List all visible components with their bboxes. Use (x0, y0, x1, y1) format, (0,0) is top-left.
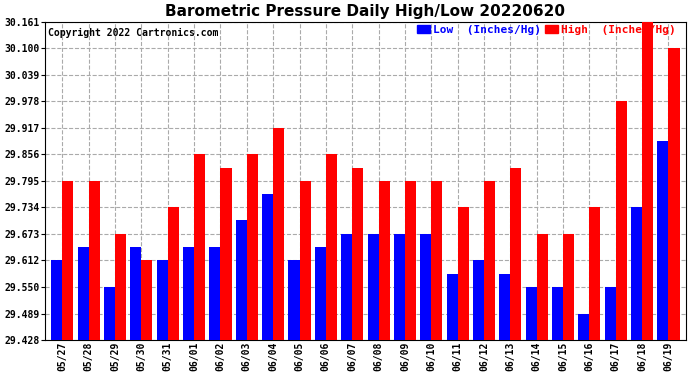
Bar (500, 274, 511, 340)
Bar (526, 287, 537, 340)
Bar (511, 168, 522, 340)
Bar (368, 234, 379, 340)
Bar (194, 154, 205, 340)
Bar (552, 287, 563, 340)
Bar (473, 260, 484, 340)
Bar (104, 287, 115, 340)
Bar (77, 247, 89, 340)
Bar (51, 260, 62, 340)
Bar (62, 181, 73, 340)
Bar (658, 141, 669, 340)
Bar (669, 48, 680, 340)
Bar (431, 181, 442, 340)
Bar (288, 260, 299, 340)
Bar (247, 154, 258, 340)
Bar (379, 181, 390, 340)
Bar (299, 181, 310, 340)
Bar (183, 247, 194, 340)
Bar (642, 22, 653, 340)
Bar (209, 247, 220, 340)
Bar (115, 234, 126, 340)
Bar (446, 274, 457, 340)
Bar (89, 181, 100, 340)
Bar (341, 234, 352, 340)
Bar (262, 194, 273, 340)
Bar (157, 260, 168, 340)
Bar (352, 168, 364, 340)
Bar (537, 234, 548, 340)
Bar (563, 234, 574, 340)
Bar (405, 181, 416, 340)
Bar (326, 154, 337, 340)
Bar (394, 234, 405, 340)
Bar (457, 207, 469, 340)
Text: Copyright 2022 Cartronics.com: Copyright 2022 Cartronics.com (48, 28, 219, 38)
Bar (315, 247, 326, 340)
Bar (589, 207, 600, 340)
Bar (604, 287, 615, 340)
Title: Barometric Pressure Daily High/Low 20220620: Barometric Pressure Daily High/Low 20220… (166, 4, 565, 19)
Bar (141, 260, 152, 340)
Bar (420, 234, 431, 340)
Bar (578, 314, 589, 340)
Bar (168, 207, 179, 340)
Bar (273, 128, 284, 340)
Legend: Low  (Inches/Hg), High  (Inches/Hg): Low (Inches/Hg), High (Inches/Hg) (417, 25, 676, 35)
Bar (484, 181, 495, 340)
Bar (631, 207, 642, 340)
Bar (130, 247, 141, 340)
Bar (220, 168, 232, 340)
Bar (236, 220, 247, 340)
Bar (615, 101, 627, 340)
